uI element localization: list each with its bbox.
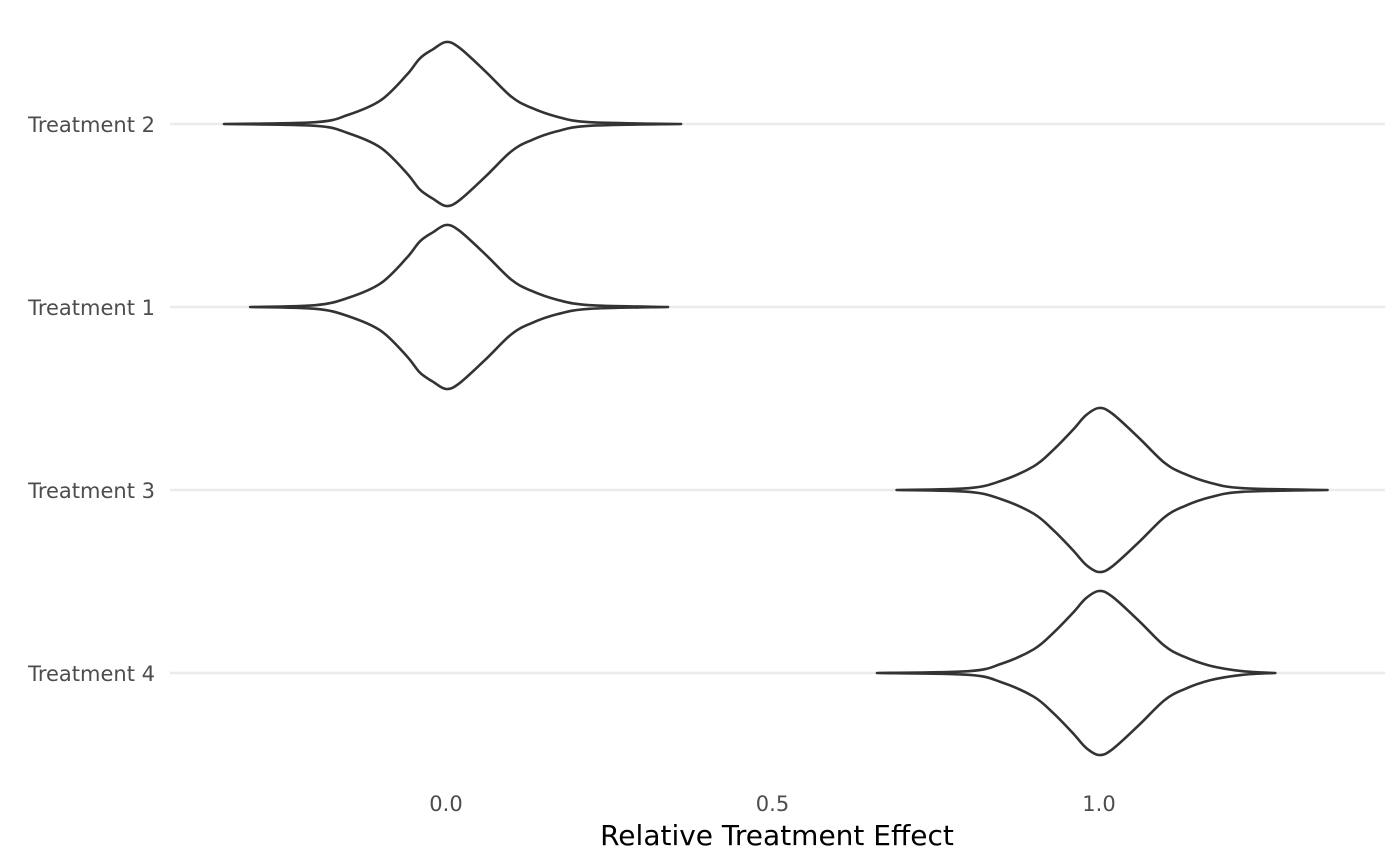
- x-tick-label-1-0: 1.0: [1082, 792, 1115, 816]
- violin-treatment-2: [222, 40, 683, 208]
- y-tick-label-treatment-1: Treatment 1: [27, 296, 155, 320]
- violins: [222, 40, 1329, 757]
- y-tick-labels: Treatment 2 Treatment 1 Treatment 3 Treatme…: [27, 113, 155, 686]
- x-tick-label-0-5: 0.5: [756, 792, 789, 816]
- violin-treatment-1: [248, 223, 670, 391]
- y-tick-label-treatment-3: Treatment 3: [27, 479, 155, 503]
- violin-treatment-3: [895, 406, 1329, 574]
- x-axis-title: Relative Treatment Effect: [600, 819, 954, 852]
- violin-treatment-4: [875, 589, 1277, 757]
- x-tick-label-0-0: 0.0: [429, 792, 462, 816]
- y-tick-label-treatment-4: Treatment 4: [27, 662, 155, 686]
- gridlines: [170, 122, 1385, 675]
- x-tick-labels: 0.0 0.5 1.0: [429, 792, 1115, 816]
- y-tick-label-treatment-2: Treatment 2: [27, 113, 155, 137]
